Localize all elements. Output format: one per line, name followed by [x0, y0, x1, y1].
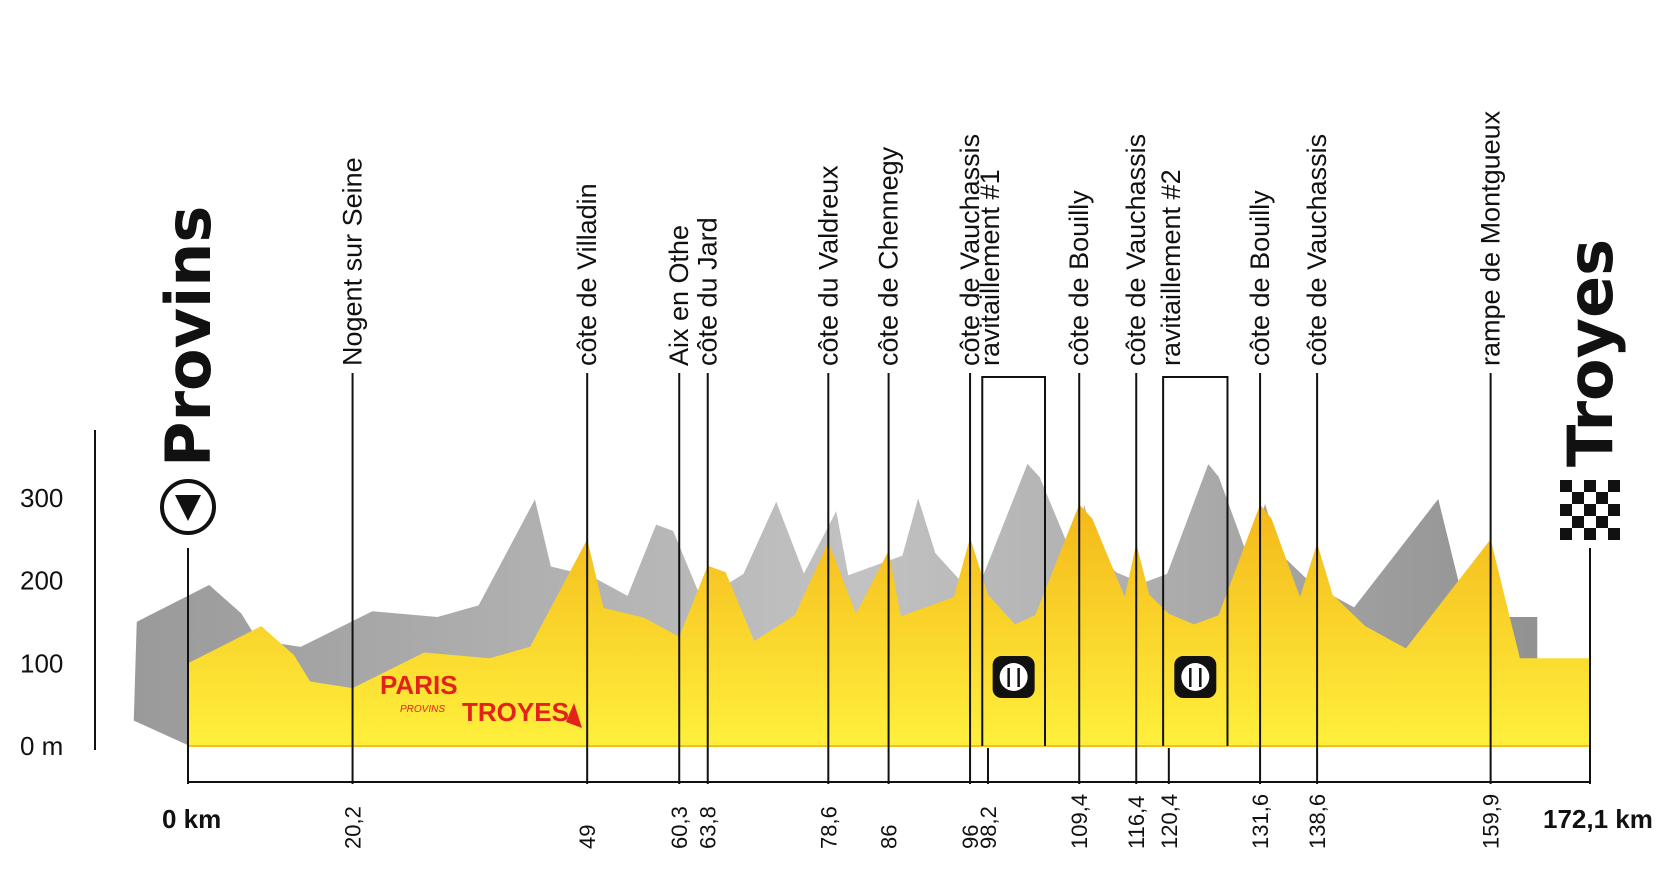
waypoint-km-label: 109,4	[1067, 794, 1092, 849]
waypoint-km-label: 20,2	[341, 806, 366, 849]
waypoint-name-label: côte de Bouilly	[1064, 190, 1094, 366]
waypoint-name-label: côte de Vauchassis	[1121, 134, 1151, 366]
waypoint-name-label: ravitaillement #1	[975, 169, 1005, 366]
y-tick-label: 100	[20, 648, 63, 678]
finish-flag-icon	[1584, 528, 1596, 540]
waypoint-km-label: 49	[575, 825, 600, 849]
plate-icon	[999, 663, 1028, 691]
finish-flag-icon	[1608, 528, 1620, 540]
y-tick-label: 200	[20, 566, 63, 596]
finish-flag-icon	[1608, 504, 1620, 516]
waypoint-km-label: 159,9	[1479, 794, 1504, 849]
waypoint-name-label: côte du Jard	[693, 217, 723, 366]
waypoint-km-label: 86	[877, 825, 902, 849]
waypoint-name-label: côte de Chennegy	[874, 146, 904, 366]
markers: PARIS PROVINS TROYES	[160, 479, 1620, 728]
finish-flag-icon	[1560, 504, 1572, 516]
waypoint-km-label: 138,6	[1305, 794, 1330, 849]
waypoint-name-label: côte du Valdreux	[813, 165, 843, 366]
waypoint-km-label: 120,4	[1157, 794, 1182, 849]
finish-flag-icon	[1584, 480, 1596, 492]
finish-flag-icon	[1584, 504, 1596, 516]
finish-flag-icon	[1596, 492, 1608, 504]
logo-swoosh	[566, 703, 582, 728]
waypoint-km-label: 96	[958, 825, 983, 849]
start-arrow-icon	[175, 495, 201, 521]
waypoint-name-label: côte de Vauchassis	[1302, 134, 1332, 366]
waypoint-lines	[187, 373, 1591, 784]
waypoint-name-label: côte de Vauchassis	[955, 134, 985, 366]
finish-flag-icon	[1560, 528, 1572, 540]
waypoint-name-label: Nogent sur Seine	[338, 157, 368, 366]
start-km-label: 0 km	[162, 804, 221, 834]
waypoint-km-label: 63,8	[696, 806, 721, 849]
waypoint-name-label: Aix en Othe	[664, 225, 694, 366]
finish-flag-icon	[1572, 492, 1584, 504]
waypoint-name-label: rampe de Montgueux	[1476, 110, 1506, 366]
finish-flag-icon	[1596, 516, 1608, 528]
finish-km-label: 172,1 km	[1543, 804, 1653, 834]
waypoint-km-label: 78,6	[816, 806, 841, 849]
plate-icon	[1181, 663, 1210, 691]
waypoint-name-label: ravitaillement #2	[1156, 169, 1186, 366]
waypoint-km-label: 60,3	[667, 806, 692, 849]
feed-zone-bracket	[1162, 376, 1229, 746]
waypoint-km-label: 131,6	[1248, 794, 1273, 849]
finish-flag-icon	[1560, 480, 1572, 492]
waypoint-km-label: 98,2	[976, 806, 1001, 849]
feed-zone-bracket	[981, 376, 1046, 746]
finish-flag-icon	[1572, 516, 1584, 528]
axes: 0 m 100 200 300 0 km 172,1 km	[20, 430, 1653, 834]
y-tick-label: 0 m	[20, 731, 63, 761]
logo-text-paris: PARIS	[380, 670, 458, 700]
finish-flag-icon	[1608, 480, 1620, 492]
logo-text-provins: PROVINS	[400, 704, 445, 715]
start-town-label: Provins	[152, 206, 225, 467]
logo-text-troyes: TROYES	[462, 697, 569, 727]
waypoint-name-label: côte de Villadin	[572, 183, 602, 366]
waypoint-labels: Provins Troyes Nogent sur Seine 20,2 côte de…	[152, 110, 1627, 849]
waypoint-name-label: côte de Bouilly	[1245, 190, 1275, 366]
y-tick-label: 300	[20, 483, 63, 513]
finish-town-label: Troyes	[1554, 239, 1627, 467]
waypoint-km-label: 116,4	[1124, 796, 1149, 849]
